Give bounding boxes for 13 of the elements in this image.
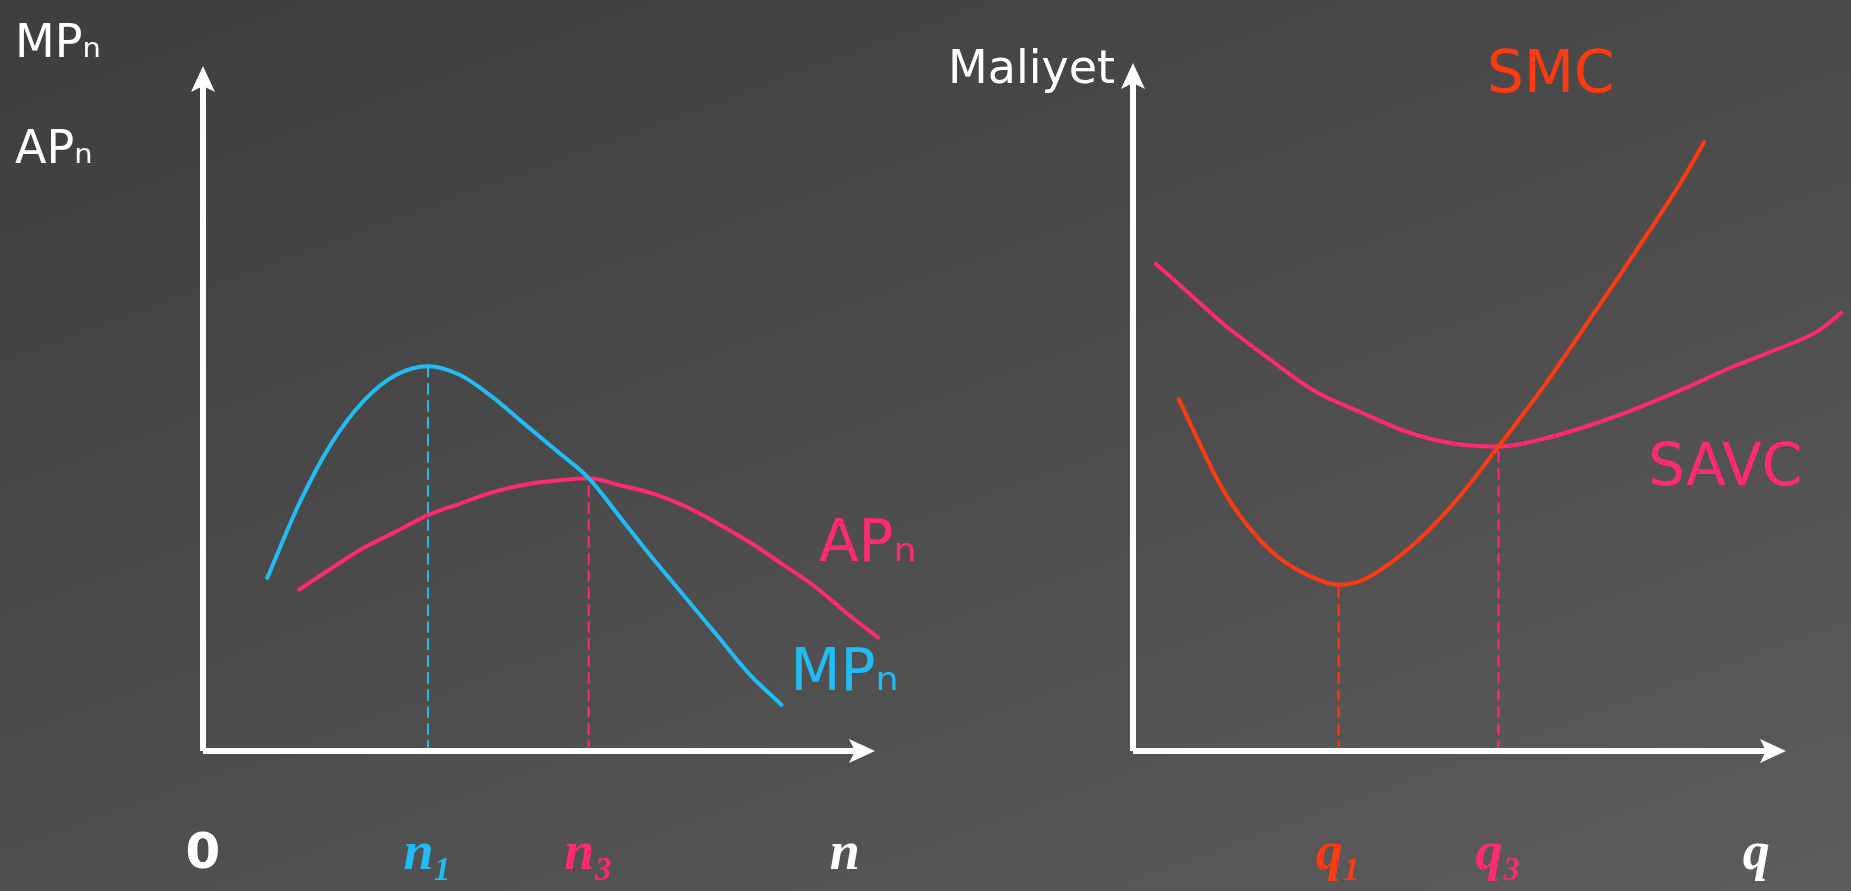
series-label: APₙ — [818, 506, 917, 575]
x-axis-title: n — [829, 820, 860, 881]
x-tick-label: n₁ — [403, 820, 453, 881]
x-tick-label: 0 — [185, 821, 221, 880]
x-tick-label: n₃ — [564, 820, 614, 881]
y-axis-title: MPₙ APₙ — [15, 13, 101, 174]
series-label: SAVC — [1648, 430, 1803, 499]
series-label: SMC — [1487, 38, 1615, 107]
series-label: MPₙ — [790, 635, 899, 704]
x-tick-label: q₃ — [1475, 820, 1522, 881]
x-axis-title: q — [1742, 820, 1770, 881]
x-tick-label: q₁ — [1315, 820, 1362, 881]
y-axis-title: Maliyet — [948, 39, 1115, 94]
